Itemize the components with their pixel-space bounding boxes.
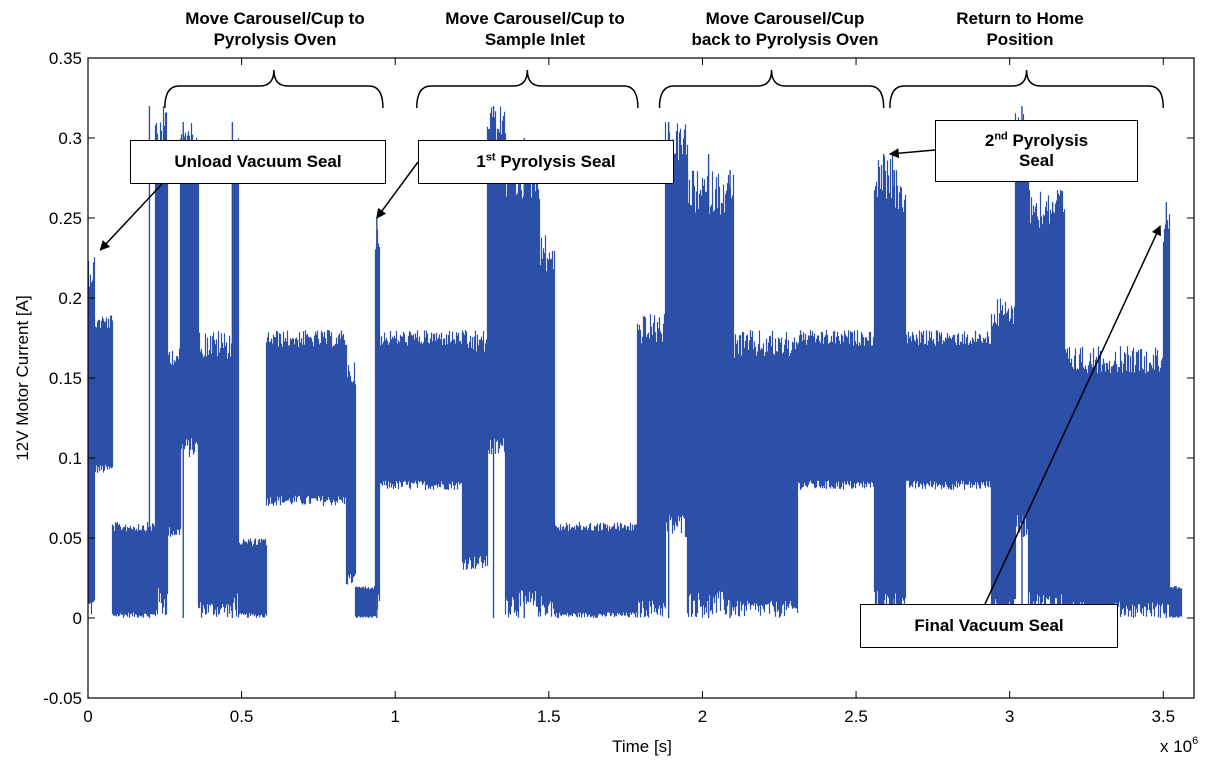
x-tick-label: 2 [698,707,707,726]
callout-second-pyrolysis-label: Pyrolysis [1012,131,1089,150]
annotation-arrow-2 [376,161,419,219]
current-segment-10 [265,330,348,506]
phase-label-1: Move Carousel/Cup to Pyrolysis Oven [140,8,410,50]
current-segment-34 [1168,586,1183,618]
current-segment-5 [166,346,182,537]
x-axis-label: Time [s] [612,737,672,756]
ordinal-suffix-2: nd [994,130,1008,143]
callout-final-vacuum-seal: Final Vacuum Seal [860,604,1118,648]
current-segment-19 [553,522,639,618]
phase-label-1-line2: Pyrolysis Oven [213,30,337,49]
ordinal-number-2: 2 [984,131,995,150]
x-tick-label: 2.5 [844,707,868,726]
callout-second-pyrolysis-seal: 2nd Pyrolysis Seal [935,120,1138,182]
y-tick-label: 0.25 [49,209,82,228]
x-tick-label: 0.5 [230,707,254,726]
current-segment-28 [990,298,1017,618]
current-segment-3 [111,522,157,618]
y-tick-label: 0.3 [58,129,82,148]
current-segment-2 [93,315,114,473]
brace-layer [164,69,1165,109]
x-tick-label: 1.5 [537,707,561,726]
x-axis-multiplier: x 106 [1160,735,1198,756]
phase-label-2-line1: Move Carousel/Cup to [445,9,625,28]
phase-brace-1 [164,69,384,109]
current-segment-1 [87,257,96,615]
ordinal-number-1: 1 [476,152,486,171]
current-segment-25 [873,154,894,617]
current-segment-12 [354,586,377,618]
current-segment-15 [461,330,489,570]
callout-unload-vacuum-seal: Unload Vacuum Seal [130,140,386,184]
annotation-arrow-1 [99,183,163,251]
phase-label-1-line1: Move Carousel/Cup to [185,9,365,28]
phase-label-3: Move Carousel/Cup back to Pyrolysis Oven [650,8,920,50]
x-tick-label: 3 [1005,707,1014,726]
current-segment-8 [231,138,240,617]
phase-label-2: Move Carousel/Cup to Sample Inlet [400,8,670,50]
current-segment-7 [197,331,234,618]
current-segment-30 [1027,189,1066,618]
current-segment-27 [904,330,993,490]
callout-unload-vacuum-seal-text: Unload Vacuum Seal [174,152,342,171]
current-segment-14 [378,330,464,490]
current-segment-4 [154,106,169,615]
callout-second-pyrolysis-line1: 2nd Pyrolysis [985,131,1088,151]
current-segment-24 [796,330,876,490]
y-tick-label: 0.35 [49,49,82,68]
ticks-layer: 0 0.5 1 1.5 2 2.5 3 3.5-0.0500.050.10.150.20.25… [43,49,1194,726]
annotation-arrow-4 [984,225,1161,605]
current-segment-23 [732,330,799,618]
current-segment-21 [664,122,689,538]
callout-first-pyrolysis-seal-text: 1st Pyrolysis Seal [476,152,615,172]
ordinal-suffix-1: st [485,151,496,164]
y-tick-label: 0 [73,609,82,628]
current-segment-18 [538,235,556,617]
x-tick-label: 0 [83,707,92,726]
current-segment-20 [636,314,667,618]
callout-first-pyrolysis-label: Pyrolysis Seal [500,152,616,171]
arrow-layer [99,148,1161,605]
y-axis-label: 12V Motor Current [A] [13,295,32,460]
x-multiplier-exponent: 6 [1192,735,1198,747]
y-tick-label: 0.2 [58,289,82,308]
current-segment-6 [179,123,200,458]
current-segment-26 [891,170,907,618]
phase-label-2-line2: Sample Inlet [484,30,586,49]
current-segment-11 [345,362,357,585]
phase-label-3-line1: Move Carousel/Cup [705,9,865,28]
y-tick-label: -0.05 [43,689,82,708]
data-layer [87,106,1183,618]
annotation-arrow-3 [888,148,936,159]
y-tick-label: 0.15 [49,369,82,388]
current-segment-31 [1063,346,1134,618]
phase-brace-3 [658,69,885,109]
current-segment-9 [237,538,268,618]
callout-final-vacuum-seal-text: Final Vacuum Seal [914,616,1064,635]
current-segment-22 [686,170,735,618]
x-tick-label: 3.5 [1151,707,1175,726]
y-tick-label: 0.1 [58,449,82,468]
x-tick-label: 1 [390,707,399,726]
current-segment-17 [504,156,541,618]
callout-second-pyrolysis-line2: Seal [1019,151,1054,170]
phase-brace-2 [415,69,639,109]
phase-label-4-line2: Position [986,30,1054,49]
callout-first-pyrolysis-seal: 1st Pyrolysis Seal [418,140,674,184]
phase-label-3-line2: back to Pyrolysis Oven [691,30,879,49]
current-segment-32 [1131,347,1165,618]
phase-label-4-line1: Return to Home [956,9,1084,28]
y-tick-label: 0.05 [49,529,82,548]
phase-brace-4 [889,69,1165,109]
x-multiplier-base: x 10 [1160,737,1192,756]
phase-label-4: Return to Home Position [920,8,1120,50]
